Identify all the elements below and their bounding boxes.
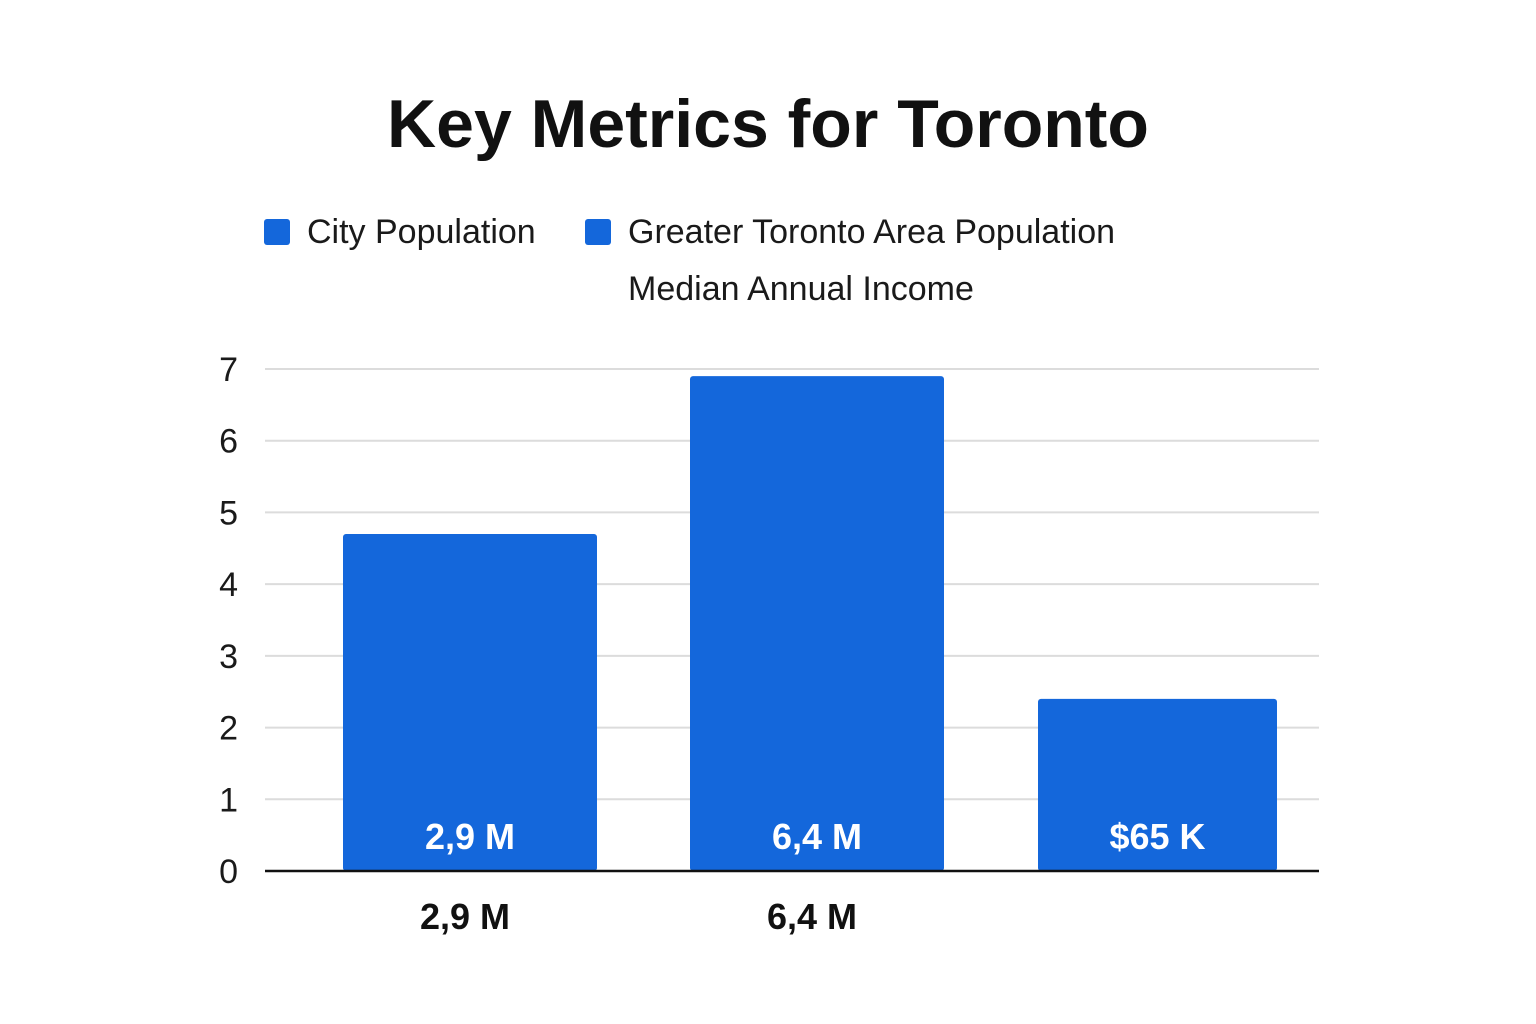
bar-value-labels: 2,9 M 6,4 M $65 K	[425, 816, 1206, 857]
y-tick-label-7: 7	[219, 351, 238, 389]
legend-label-median-income: Median Annual Income	[628, 270, 974, 308]
legend-label-city-population: City Population	[307, 213, 536, 251]
x-tick-label-0: 2,9 M	[420, 896, 510, 937]
y-tick-label-6: 6	[219, 423, 238, 461]
y-tick-label-3: 3	[219, 638, 238, 676]
legend-swatch-city-population	[264, 219, 290, 245]
bar-1	[690, 376, 944, 871]
y-axis-ticks: 0 1 2 3 4 5 6 7	[219, 351, 238, 891]
bar-value-label-2: $65 K	[1109, 816, 1205, 857]
x-tick-label-1: 6,4 M	[767, 896, 857, 937]
y-tick-label-4: 4	[219, 566, 238, 604]
y-tick-label-1: 1	[219, 781, 238, 819]
y-tick-label-0: 0	[219, 853, 238, 891]
chart-title: Key Metrics for Toronto	[387, 86, 1149, 162]
legend: City Population Greater Toronto Area Pop…	[264, 213, 1115, 308]
y-tick-label-2: 2	[219, 710, 238, 748]
bar-2	[1038, 698, 1277, 871]
bars	[343, 376, 1277, 871]
legend-label-gta-population: Greater Toronto Area Population	[628, 213, 1115, 251]
bar-value-label-1: 6,4 M	[772, 816, 862, 857]
bar-value-label-0: 2,9 M	[425, 816, 515, 857]
legend-swatch-gta-population	[585, 219, 611, 245]
bar-0	[343, 533, 597, 871]
y-tick-label-5: 5	[219, 494, 238, 532]
x-axis-labels: 2,9 M 6,4 M	[420, 896, 857, 937]
